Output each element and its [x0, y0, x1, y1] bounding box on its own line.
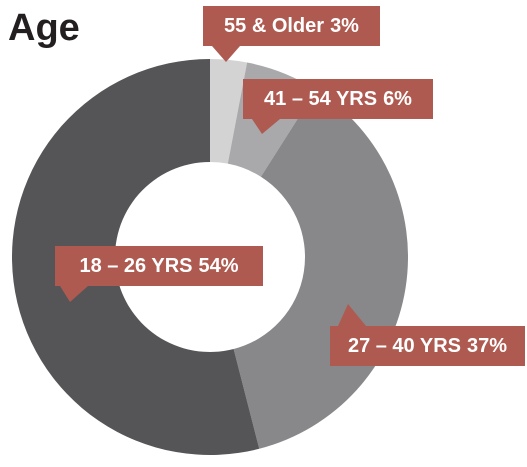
label-box — [330, 326, 525, 366]
slice-label: 27 – 40 YRS 37% — [330, 304, 525, 366]
label-category: 41 – 54 YRS — [264, 88, 377, 110]
label-pointer — [252, 119, 280, 134]
slice-label: 41 – 54 YRS 6% — [243, 79, 433, 134]
donut-slice — [210, 59, 248, 164]
label-box — [243, 79, 433, 119]
label-pointer — [60, 286, 88, 302]
label-value: 6% — [383, 88, 412, 110]
label-text: 55 & Older 3% — [224, 15, 359, 37]
donut-slice — [11, 59, 260, 456]
slice-label: 18 – 26 YRS 54% — [55, 246, 263, 302]
chart-title: Age — [8, 7, 80, 49]
label-text: 18 – 26 YRS 54% — [79, 255, 238, 277]
slice-label: 55 & Older 3% — [203, 6, 380, 62]
label-value: 54% — [199, 255, 239, 277]
label-pointer — [212, 46, 240, 62]
label-category: 18 – 26 YRS — [79, 255, 192, 277]
label-text: 27 – 40 YRS 37% — [348, 335, 507, 357]
label-text: 41 – 54 YRS 6% — [264, 88, 412, 110]
label-value: 37% — [467, 335, 507, 357]
label-box — [203, 6, 380, 46]
label-value: 3% — [330, 15, 359, 37]
label-category: 55 & Older — [224, 15, 324, 37]
label-box — [55, 246, 263, 286]
label-pointer — [338, 304, 366, 326]
label-category: 27 – 40 YRS — [348, 335, 461, 357]
